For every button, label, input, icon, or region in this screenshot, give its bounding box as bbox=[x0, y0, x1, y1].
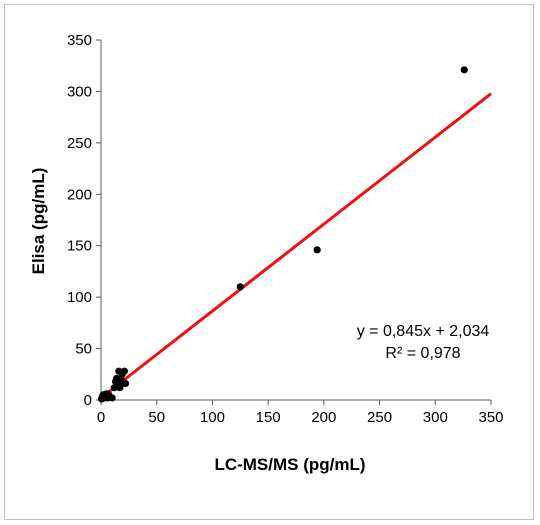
x-tick-label: 200 bbox=[311, 409, 336, 426]
trendline-group bbox=[100, 92, 492, 400]
y-tick-label: 0 bbox=[84, 392, 92, 409]
data-point bbox=[236, 283, 244, 291]
data-point bbox=[120, 367, 128, 375]
x-tick-label: 150 bbox=[256, 409, 281, 426]
x-tick-label: 250 bbox=[367, 409, 392, 426]
y-tick-label: 150 bbox=[67, 238, 92, 255]
axes bbox=[96, 39, 492, 405]
data-point bbox=[313, 246, 321, 254]
x-tick-label: 300 bbox=[423, 409, 448, 426]
y-tick-label: 50 bbox=[75, 341, 92, 358]
data-point bbox=[460, 66, 468, 74]
trendline-equation: y = 0,845x + 2,034 bbox=[357, 323, 490, 340]
y-tick-label: 200 bbox=[67, 186, 92, 203]
data-point bbox=[121, 379, 130, 388]
data-points bbox=[97, 66, 468, 403]
x-tick-label: 100 bbox=[200, 409, 225, 426]
data-point bbox=[116, 384, 124, 392]
x-tick-label: 0 bbox=[97, 409, 105, 426]
x-tick-label: 50 bbox=[148, 409, 165, 426]
y-tick-label: 250 bbox=[67, 135, 92, 152]
r-squared-label: R² = 0,978 bbox=[385, 345, 460, 362]
y-axis-label: Elisa (pg/mL) bbox=[29, 168, 48, 275]
tick-labels: 0 50 100 150 200 250 300 350 0 50 100 150 200 250 300 3… bbox=[67, 32, 504, 426]
data-point bbox=[108, 394, 116, 402]
y-tick-label: 350 bbox=[67, 32, 92, 49]
y-tick-label: 100 bbox=[67, 289, 92, 306]
y-tick-label: 300 bbox=[67, 83, 92, 100]
x-tick-label: 350 bbox=[478, 409, 503, 426]
trendline bbox=[100, 92, 492, 400]
chart-frame bbox=[4, 4, 534, 520]
x-axis-label: LC-MS/MS (pg/mL) bbox=[214, 455, 365, 474]
